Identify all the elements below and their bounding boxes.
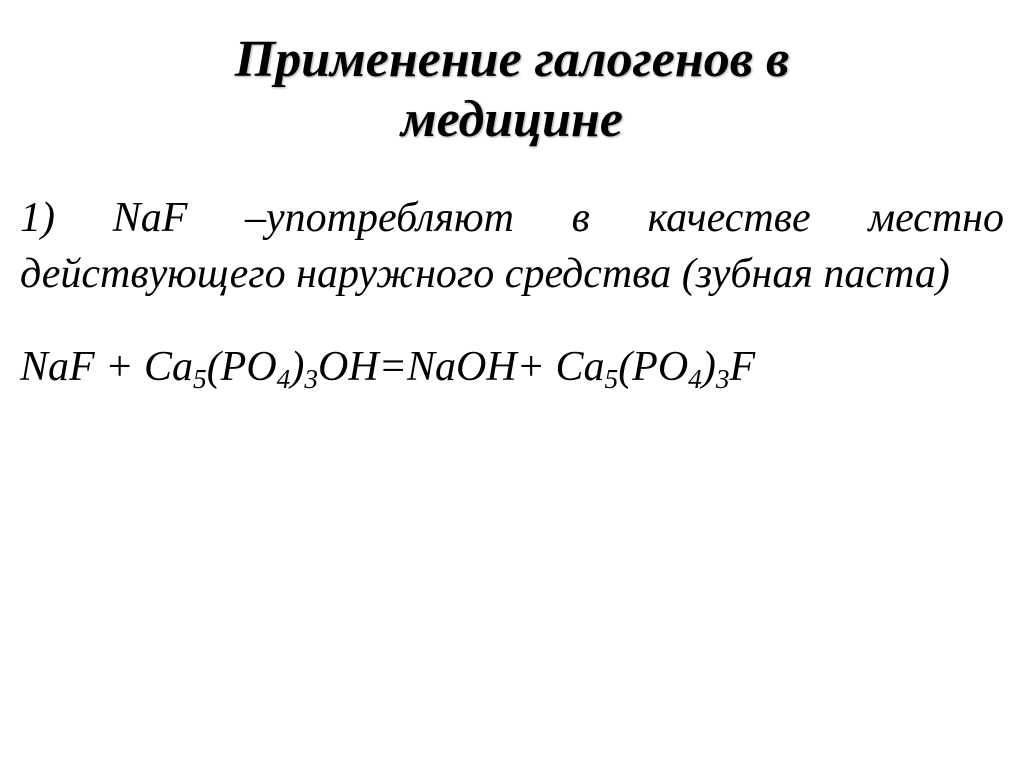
eq-sub: 5 <box>193 364 207 394</box>
eq-sub: 3 <box>304 364 318 394</box>
body-paragraph: 1) NaF –употребляют в качестве местно де… <box>20 190 1004 303</box>
eq-part: ) <box>290 344 304 390</box>
eq-sub: 4 <box>688 364 702 394</box>
chemical-equation: NaF + Ca5(PO4)3OH=NaOH+ Ca5(PO4)3F <box>20 338 1004 397</box>
title-line-2: медицине <box>401 91 623 148</box>
slide-title: Применение галогенов в медицине <box>40 30 984 150</box>
eq-sub: 5 <box>605 364 619 394</box>
eq-part: OH=NaOH+ Ca <box>318 344 605 390</box>
eq-part: (PO <box>618 344 688 390</box>
title-line-1: Применение галогенов в <box>235 31 789 88</box>
eq-part: ) <box>702 344 716 390</box>
eq-part: NaF + Ca <box>20 344 193 390</box>
eq-part: (PO <box>207 344 277 390</box>
eq-sub: 3 <box>716 364 730 394</box>
eq-sub: 4 <box>277 364 291 394</box>
slide: Применение галогенов в медицине 1) NaF –… <box>0 0 1024 768</box>
eq-part: F <box>729 344 755 390</box>
